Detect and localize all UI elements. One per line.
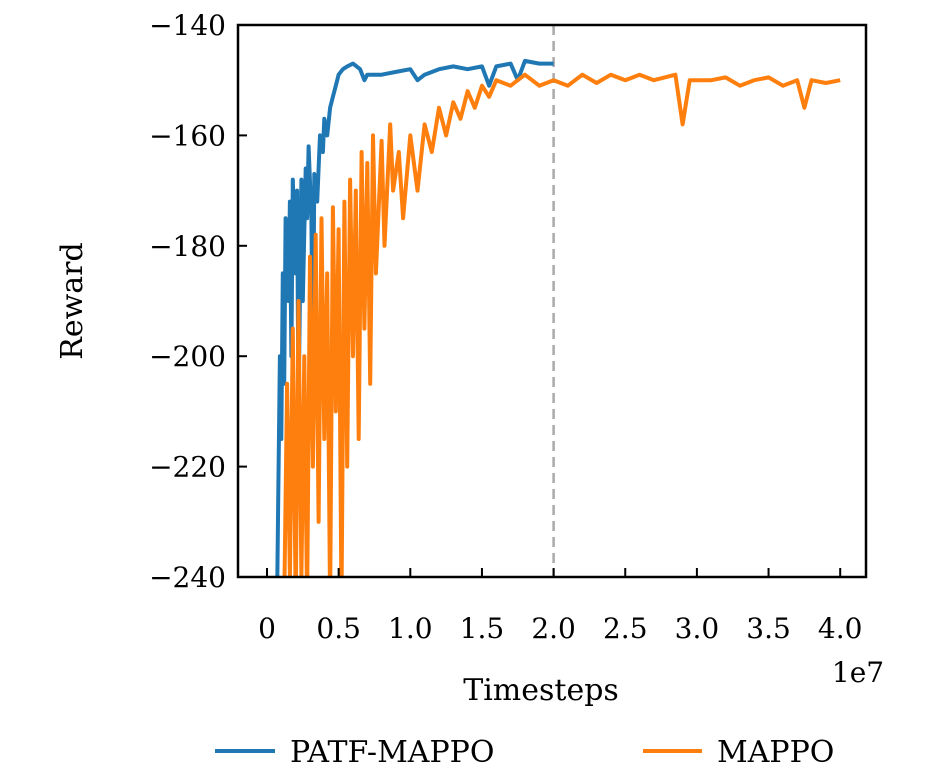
- series-layer: [275, 25, 841, 577]
- y-tick-label: −140: [149, 9, 226, 42]
- x-tick-label: 2.5: [603, 612, 648, 645]
- legend-label-mappo: MAPPO: [717, 735, 834, 770]
- x-scale-label: 1e7: [832, 656, 884, 689]
- x-tick-label: 2.0: [531, 612, 576, 645]
- series-line-mappo: [282, 72, 841, 577]
- x-tick-label: 1.5: [460, 612, 505, 645]
- series-line-patf-mappo: [275, 58, 554, 577]
- plot-frame: [236, 23, 868, 579]
- x-tick-label: 3.0: [675, 612, 720, 645]
- x-tick-label: 0.5: [316, 612, 361, 645]
- y-tick-label: −200: [149, 340, 226, 373]
- legend-label-patf-mappo: PATF-MAPPO: [290, 735, 494, 770]
- x-tick-label: 1.0: [388, 612, 433, 645]
- legend: PATF-MAPPO MAPPO: [215, 735, 834, 770]
- y-tick-label: −240: [149, 561, 226, 594]
- y-tick-label: −180: [149, 230, 226, 263]
- x-tick-label: 3.5: [746, 612, 791, 645]
- ticks-layer: 0 0.5 1.0 1.5 2.0 2.5 3.0 3.5 4.0 −240 −220 −200 −18…: [149, 9, 862, 645]
- x-axis-title: Timesteps: [463, 673, 619, 708]
- y-tick-label: −220: [149, 451, 226, 484]
- y-axis-title: Reward: [55, 242, 90, 359]
- x-tick-label: 4.0: [818, 612, 863, 645]
- y-tick-label: −160: [149, 119, 226, 152]
- x-tick-label: 0: [258, 612, 276, 645]
